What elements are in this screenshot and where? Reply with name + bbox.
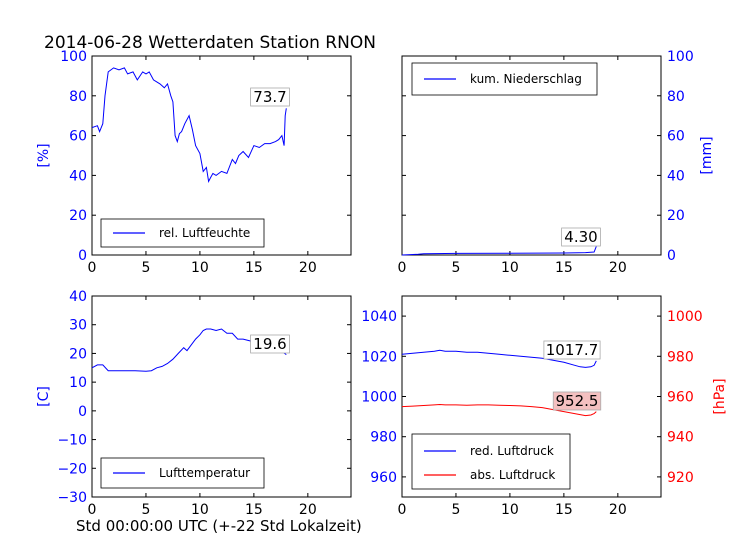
x-tick-label: 20: [299, 502, 317, 518]
plot-frame: [91, 295, 352, 498]
series-line-red-luftdruck: [401, 349, 597, 368]
y-tick-label: 80: [667, 89, 685, 105]
legend-label: Lufttemperatur: [159, 466, 250, 480]
y-tick-label: −10: [57, 433, 87, 449]
x-tick-label: 0: [88, 502, 97, 518]
y-tick-label: 1020: [361, 349, 397, 365]
y-tick-label: 960: [370, 470, 397, 486]
chart-humidity: 0 5 10 15 20 0 20 40 60 80 100 [%] 73.7 rel. Luftfeuc…: [36, 49, 352, 276]
y-axis-label: [C]: [36, 386, 52, 407]
x-tick-label: 0: [88, 260, 97, 276]
annotation-label: 19.6: [253, 335, 286, 353]
series-line-kum-niederschlag: [401, 246, 597, 256]
x-tick-label: 10: [191, 260, 209, 276]
y-tick-label: 60: [667, 129, 685, 145]
x-tick-label: 10: [501, 260, 519, 276]
chart-precipitation: 0 5 10 15 20 0 20 40 60 80 100 [mm] 4.30 kum. Nieders…: [398, 49, 715, 276]
x-tick-label: 15: [245, 502, 263, 518]
y-tick-label: 40: [69, 289, 87, 305]
y-tick-label: 0: [78, 248, 87, 264]
x-tick-label: 15: [245, 260, 263, 276]
series-line-abs-luftdruck: [401, 403, 597, 417]
annotation-label: 952.5: [556, 392, 599, 410]
figure-title: 2014-06-28 Wetterdaten Station RNON: [44, 33, 376, 53]
x-tick-label: 20: [299, 260, 317, 276]
right-y-tick-label: 940: [667, 430, 694, 446]
annotation-box: [250, 87, 290, 107]
x-tick-label: 5: [141, 502, 150, 518]
y-tick-label: 20: [69, 208, 87, 224]
legend-label: rel. Luftfeuchte: [159, 226, 250, 240]
annotation-box: [561, 227, 601, 247]
series-line-rel-luftfeuchte: [91, 67, 287, 183]
x-tick-label: 15: [555, 502, 573, 518]
y-tick-label: 0: [78, 404, 87, 420]
x-tick-label: 5: [451, 502, 460, 518]
x-tick-label: 15: [555, 260, 573, 276]
legend-box: [411, 433, 571, 490]
x-tick-label: 10: [501, 502, 519, 518]
chart-pressure: 0 5 10 15 20 960 980 1000 1020 1040 920 940 960 980 10…: [361, 295, 728, 518]
x-tick-label: 0: [398, 502, 407, 518]
annotation-box: [543, 340, 601, 360]
plot-frame: [91, 55, 352, 256]
y-tick-label: 20: [69, 346, 87, 362]
y-tick-label: 980: [370, 430, 397, 446]
x-tick-label: 0: [398, 260, 407, 276]
x-tick-label: 10: [191, 502, 209, 518]
x-tick-label: 20: [609, 502, 627, 518]
chart-temperature: 0 5 10 15 20 −30 −20 −10 0 10 20 30 40 [C] 19.6 Lufttem…: [36, 289, 352, 518]
annotation-label: 1017.7: [546, 341, 599, 359]
y-tick-label: 100: [60, 49, 87, 65]
y-axis-label: [mm]: [699, 136, 715, 174]
annotation-box: [250, 334, 290, 354]
right-y-axis-label: [hPa]: [712, 378, 728, 414]
right-y-tick-label: 960: [667, 390, 694, 406]
annotation-label: 4.30: [564, 228, 597, 246]
y-tick-label: 40: [667, 168, 685, 184]
annotation-box: [552, 391, 602, 411]
x-tick-label: 5: [141, 260, 150, 276]
y-tick-label: 30: [69, 318, 87, 334]
legend-label: abs. Luftdruck: [470, 468, 555, 482]
legend-label: kum. Niederschlag: [470, 72, 582, 86]
annotation-label: 73.7: [253, 88, 286, 106]
plot-frame: [401, 55, 662, 256]
y-tick-label: 10: [69, 375, 87, 391]
right-y-tick-label: 920: [667, 470, 694, 486]
y-tick-label: 0: [667, 248, 676, 264]
y-tick-label: 80: [69, 89, 87, 105]
x-tick-label: 20: [609, 260, 627, 276]
y-tick-label: −20: [57, 461, 87, 477]
right-y-tick-label: 1000: [667, 309, 703, 325]
x-tick-label: 5: [451, 260, 460, 276]
y-tick-label: 60: [69, 129, 87, 145]
y-tick-label: −30: [57, 490, 87, 506]
y-axis-label: [%]: [36, 143, 52, 167]
right-y-tick-label: 980: [667, 349, 694, 365]
legend-label: red. Luftdruck: [470, 444, 554, 458]
y-tick-label: 100: [667, 49, 694, 65]
y-tick-label: 1040: [361, 309, 397, 325]
x-axis-label: Std 00:00:00 UTC (+-22 Std Lokalzeit): [76, 517, 362, 535]
y-tick-label: 40: [69, 168, 87, 184]
y-tick-label: 1000: [361, 390, 397, 406]
y-tick-label: 20: [667, 208, 685, 224]
